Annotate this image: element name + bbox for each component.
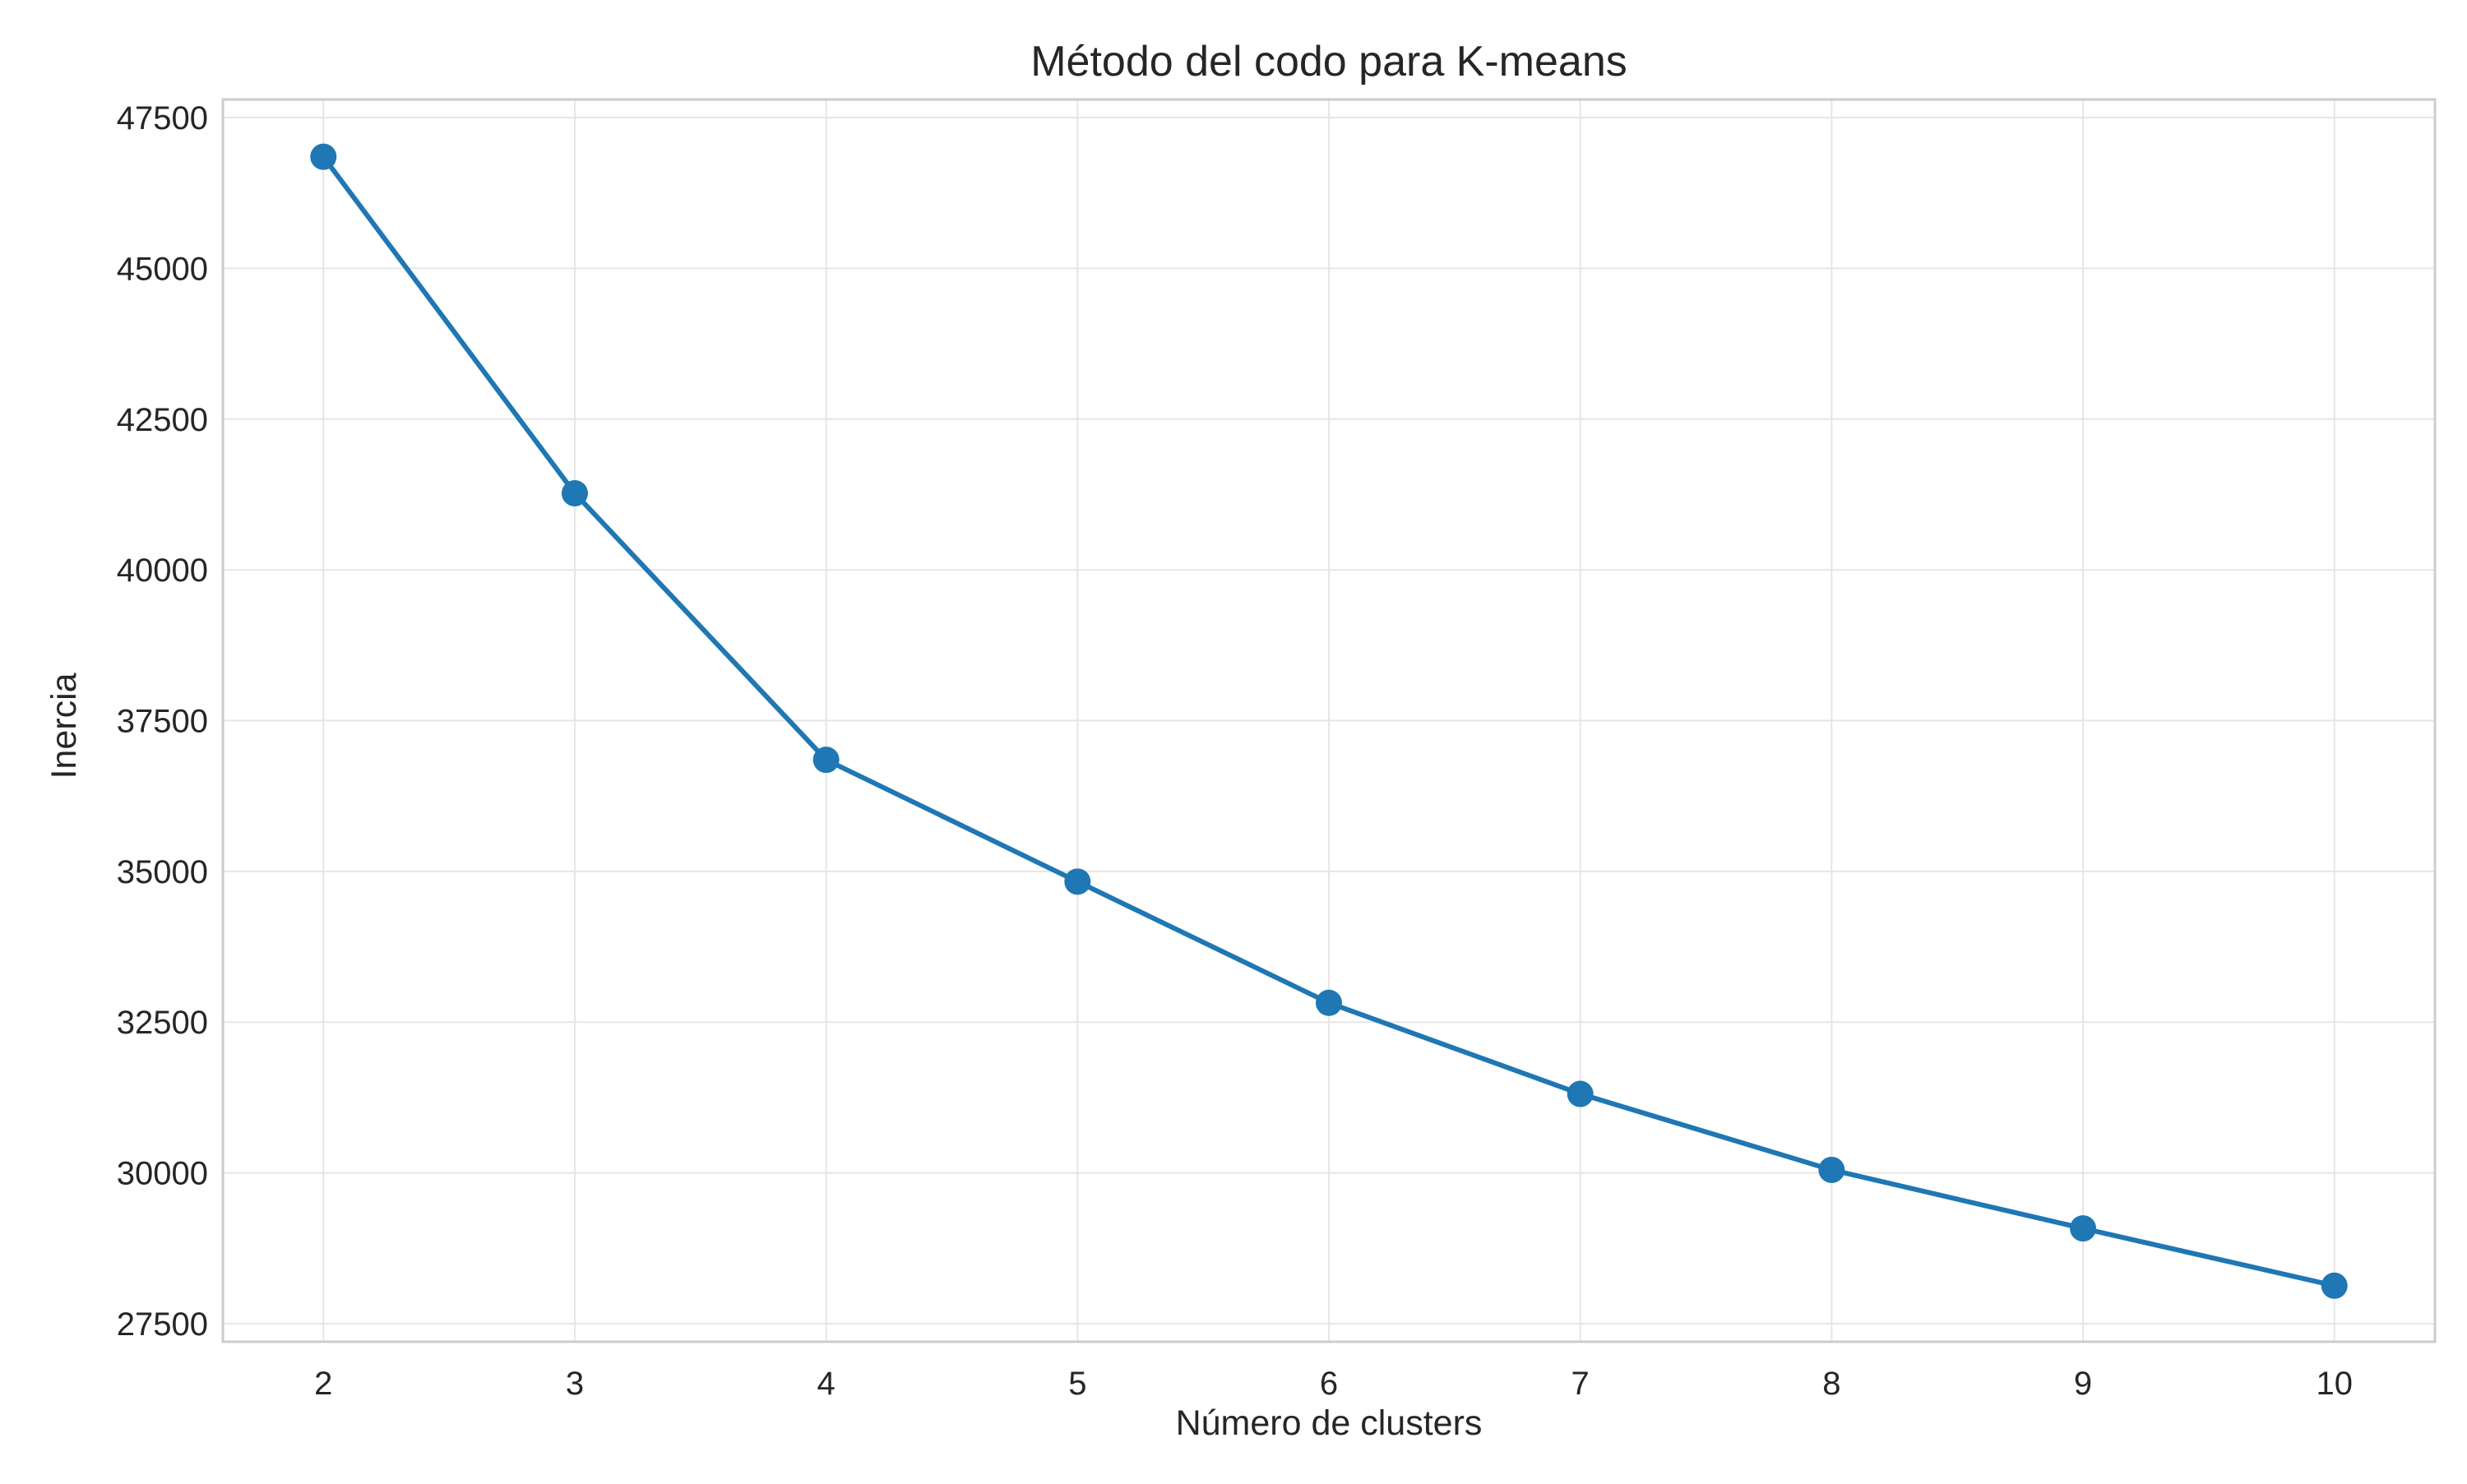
y-tick-label: 42500 xyxy=(117,402,208,438)
series-layer xyxy=(310,143,2348,1299)
x-tick-label: 6 xyxy=(1320,1366,1338,1402)
x-tick-label: 2 xyxy=(314,1366,332,1402)
y-tick-label: 27500 xyxy=(117,1306,208,1343)
x-tick-label: 3 xyxy=(566,1366,584,1402)
x-axis-title: Número de clusters xyxy=(1176,1403,1483,1443)
y-tick-label: 32500 xyxy=(117,1005,208,1041)
x-tick-label: 9 xyxy=(2074,1366,2092,1402)
y-tick-label: 40000 xyxy=(117,552,208,589)
y-tick-label: 45000 xyxy=(117,251,208,287)
tick-labels: 2 3 4 5 6 7 8 9 10 27500 30000 32500 35000 37500 40000… xyxy=(117,100,2353,1402)
x-tick-label: 7 xyxy=(1571,1366,1590,1402)
y-tick-label: 35000 xyxy=(117,854,208,890)
data-point xyxy=(1064,868,1091,895)
x-tick-label: 4 xyxy=(817,1366,835,1402)
data-point xyxy=(812,747,840,774)
chart-title: Método del codo para K-means xyxy=(1030,38,1627,86)
x-tick-label: 5 xyxy=(1068,1366,1086,1402)
y-axis-title: Inercia xyxy=(44,673,84,779)
data-point xyxy=(2321,1272,2348,1299)
y-tick-label: 30000 xyxy=(117,1156,208,1192)
data-point xyxy=(1818,1156,1845,1183)
data-point xyxy=(1567,1080,1594,1107)
plot-frame xyxy=(221,98,2437,1343)
y-tick-label: 37500 xyxy=(117,704,208,740)
x-tick-label: 10 xyxy=(2316,1366,2353,1402)
x-tick-label: 8 xyxy=(1822,1366,1840,1402)
data-point xyxy=(310,143,337,170)
data-point xyxy=(2070,1215,2097,1242)
data-point xyxy=(561,479,588,506)
data-point xyxy=(1316,989,1342,1016)
y-tick-label: 47500 xyxy=(117,100,208,136)
grid-layer xyxy=(223,99,2435,1342)
